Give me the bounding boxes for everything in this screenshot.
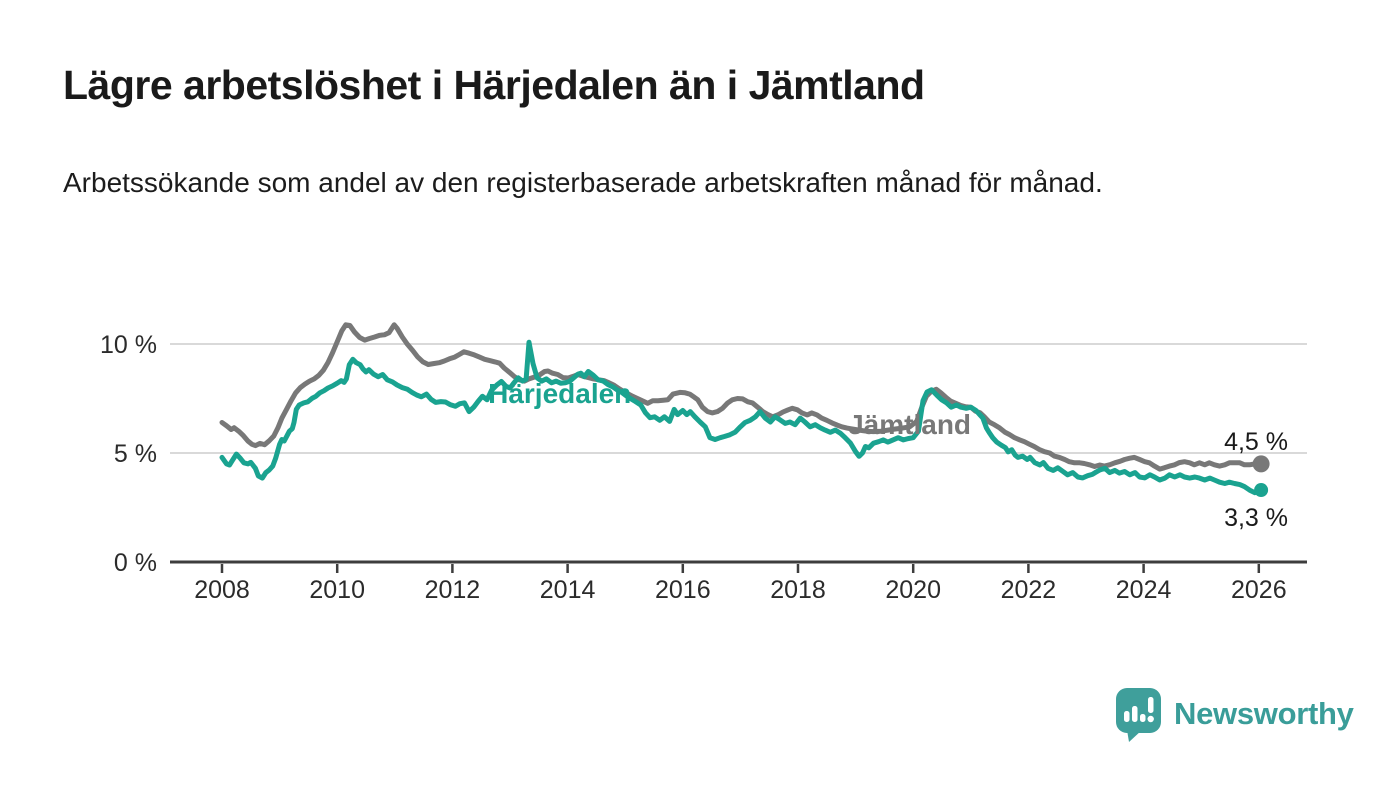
newsworthy-logo-icon [1116,688,1161,742]
y-tick-label: 5 % [114,440,157,468]
x-tick-label: 2012 [425,576,481,604]
chart-subtitle: Arbetssökande som andel av den registerb… [63,167,1103,198]
x-tick-label: 2014 [540,576,596,604]
end-dot-jmtland [1252,455,1270,473]
y-tick-label: 10 % [100,331,157,359]
newsworthy-branding: Newsworthy [1114,686,1354,742]
end-dot-hrjedalen [1254,483,1269,498]
y-tick-label: 0 % [114,549,157,577]
end-label-jmtland: 4,5 % [1224,428,1288,456]
series-label-jmtland: Jämtland [848,409,971,440]
x-tick-label: 2026 [1231,576,1287,604]
x-tick-label: 2024 [1116,576,1172,604]
x-tick-label: 2016 [655,576,711,604]
newsworthy-logo-text: Newsworthy [1174,696,1354,731]
x-tick-label: 2018 [770,576,826,604]
series-label-hrjedalen: Härjedalen [488,378,631,409]
x-tick-label: 2008 [194,576,250,604]
end-label-hrjedalen: 3,3 % [1224,504,1288,532]
x-tick-label: 2020 [885,576,941,604]
series-line-hrjedalen [219,339,1264,496]
series-line-jmtland [219,322,1264,472]
x-tick-label: 2022 [1001,576,1057,604]
x-tick-label: 2010 [309,576,365,604]
page-title: Lägre arbetslöshet i Härjedalen än i Jäm… [63,62,925,108]
